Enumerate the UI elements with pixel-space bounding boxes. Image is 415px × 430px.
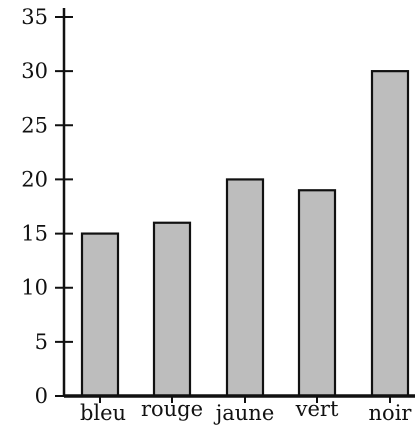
y-tick-label-25: 25 — [21, 113, 48, 137]
x-tick-label-jaune: jaune — [213, 401, 275, 425]
y-tick-label-35: 35 — [21, 5, 48, 29]
y-tick-label-10: 10 — [21, 276, 48, 300]
bar-vert — [299, 190, 335, 396]
y-tick-label-15: 15 — [21, 222, 48, 246]
y-tick-label-30: 30 — [21, 59, 48, 83]
bars-group — [82, 71, 408, 396]
bar-noir — [372, 71, 408, 396]
x-axis: bleu rouge jaune vert noir — [64, 396, 415, 425]
x-tick-label-rouge: rouge — [141, 397, 203, 421]
x-tick-label-vert: vert — [295, 397, 339, 421]
y-tick-label-20: 20 — [21, 167, 48, 191]
x-tick-label-bleu: bleu — [80, 401, 126, 425]
bar-jaune — [227, 179, 263, 396]
bar-rouge — [154, 223, 190, 396]
x-tick-label-noir: noir — [369, 401, 413, 425]
bar-bleu — [82, 234, 118, 396]
y-tick-label-5: 5 — [35, 330, 48, 354]
y-axis: 0 5 10 15 20 25 30 35 — [21, 5, 73, 408]
y-tick-label-0: 0 — [35, 384, 48, 408]
